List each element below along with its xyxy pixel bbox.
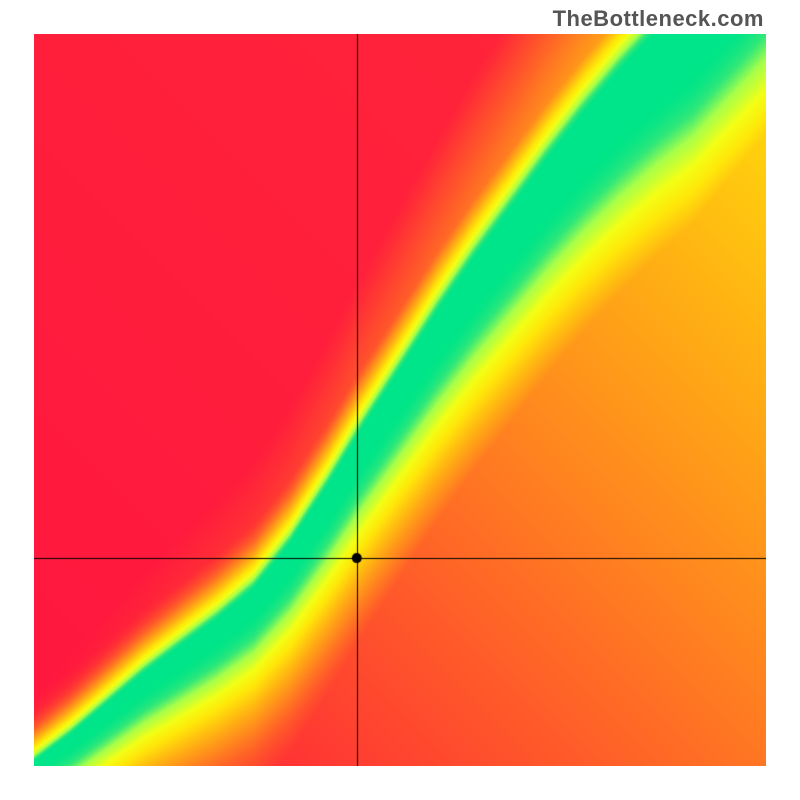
heatmap-plot	[34, 34, 766, 766]
chart-container: TheBottleneck.com	[0, 0, 800, 800]
overlay-canvas	[34, 34, 766, 766]
watermark-text: TheBottleneck.com	[553, 6, 764, 32]
